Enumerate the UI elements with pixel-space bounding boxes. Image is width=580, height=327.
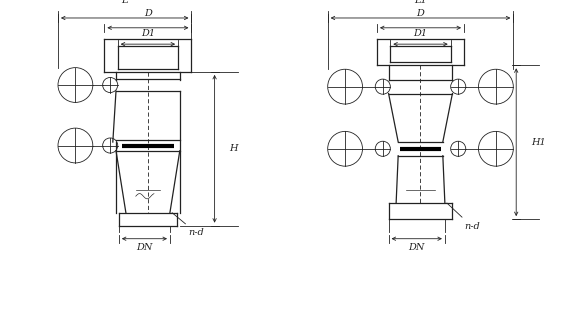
Text: DN: DN	[136, 243, 153, 252]
Text: L1: L1	[414, 0, 427, 5]
Text: n-d: n-d	[447, 203, 480, 231]
Text: D: D	[144, 9, 152, 18]
Text: D1: D1	[414, 28, 427, 38]
Text: n-d: n-d	[172, 213, 204, 237]
Text: H: H	[229, 144, 238, 153]
Text: D: D	[416, 9, 425, 18]
Text: DN: DN	[408, 243, 425, 252]
Text: D1: D1	[141, 28, 155, 38]
Text: H1: H1	[531, 138, 545, 147]
Text: L: L	[121, 0, 128, 5]
